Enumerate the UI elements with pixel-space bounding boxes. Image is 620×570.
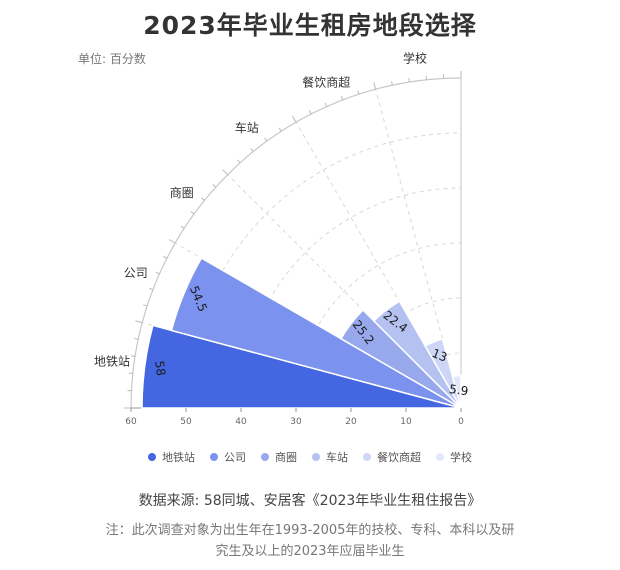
radial-tick-label: 50 xyxy=(180,417,192,427)
outer-tick xyxy=(143,304,148,307)
outer-tick xyxy=(222,169,229,176)
legend: 地铁站 公司 商圈 车站 餐饮商超 学校 xyxy=(0,449,620,465)
outer-tick xyxy=(149,287,154,291)
category-label: 学校 xyxy=(403,51,427,66)
data-label: 13 xyxy=(430,346,449,365)
legend-label: 商圈 xyxy=(275,451,297,464)
legend-item: 餐饮商超 xyxy=(363,449,421,465)
legend-dot xyxy=(148,453,156,461)
outer-tick xyxy=(131,355,136,357)
legend-dot xyxy=(363,453,371,461)
radial-tick-label: 0 xyxy=(458,417,464,427)
legend-label: 地铁站 xyxy=(162,451,195,464)
source-text: 数据来源: 58同城、安居客《2023年毕业生租住报告》 xyxy=(138,493,482,509)
outer-tick xyxy=(292,115,297,123)
legend-dot xyxy=(261,453,269,461)
bar-车站 xyxy=(372,300,462,409)
outer-tick xyxy=(340,96,344,101)
legend-dot xyxy=(436,453,444,461)
chart-title: 2023年毕业生租房地段选择 xyxy=(143,11,477,40)
data-label: 5.9 xyxy=(448,382,469,398)
legend-label: 车站 xyxy=(326,451,348,464)
outer-tick xyxy=(163,255,168,259)
category-label: 地铁站 xyxy=(94,355,130,369)
legend-item: 学校 xyxy=(436,449,472,465)
legend-dot xyxy=(312,453,320,461)
note-text: 注：此次调查对象为出生年在1993-2005年的技校、专科、本科以及研究生及以上… xyxy=(105,523,515,559)
bar-公司 xyxy=(170,257,462,409)
radial-tick-label: 40 xyxy=(235,417,247,427)
legend-label: 学校 xyxy=(450,451,472,464)
outer-tick xyxy=(264,137,268,142)
radial-tick-label: 10 xyxy=(400,417,412,427)
bar-商圈 xyxy=(339,308,462,409)
category-label: 车站 xyxy=(235,120,259,135)
outer-tick xyxy=(408,78,410,83)
outer-tick xyxy=(190,211,195,215)
outer-tick xyxy=(134,338,139,340)
radial-tick-label: 60 xyxy=(125,417,137,427)
radial-tick-label: 30 xyxy=(290,417,302,427)
outer-tick xyxy=(212,184,217,188)
unit-label: 单位: 百分数 xyxy=(78,52,146,66)
bar-餐饮商超 xyxy=(424,338,462,409)
legend-item: 地铁站 xyxy=(148,449,195,465)
outer-tick xyxy=(237,159,241,164)
outer-tick xyxy=(250,148,254,152)
legend-label: 公司 xyxy=(224,451,246,464)
category-label: 商圈 xyxy=(170,185,194,200)
legend-dot xyxy=(210,453,218,461)
outer-tick xyxy=(308,110,312,115)
legend-item: 车站 xyxy=(312,449,348,465)
outer-tick xyxy=(155,271,160,275)
bar-学校 xyxy=(451,374,462,409)
outer-tick xyxy=(168,239,176,244)
legend-item: 商圈 xyxy=(261,449,297,465)
outer-tick xyxy=(135,320,143,324)
category-label: 餐饮商超 xyxy=(302,74,350,89)
outer-tick xyxy=(278,127,282,132)
grid-spoke xyxy=(375,89,462,409)
legend-label: 餐饮商超 xyxy=(377,451,421,464)
outer-tick xyxy=(373,82,377,90)
category-label: 公司 xyxy=(124,266,148,280)
grid-spoke xyxy=(227,174,462,409)
data-label: 58 xyxy=(152,360,168,377)
outer-tick xyxy=(201,197,205,201)
grid-spoke xyxy=(295,121,462,409)
grid-arc xyxy=(185,132,462,409)
outer-tick xyxy=(357,90,360,95)
outer-tick xyxy=(391,81,393,86)
outer-tick xyxy=(324,102,328,107)
outer-tick xyxy=(180,225,185,229)
legend-item: 公司 xyxy=(210,449,246,465)
grid-arc xyxy=(295,242,462,409)
radial-tick-label: 20 xyxy=(345,417,357,427)
